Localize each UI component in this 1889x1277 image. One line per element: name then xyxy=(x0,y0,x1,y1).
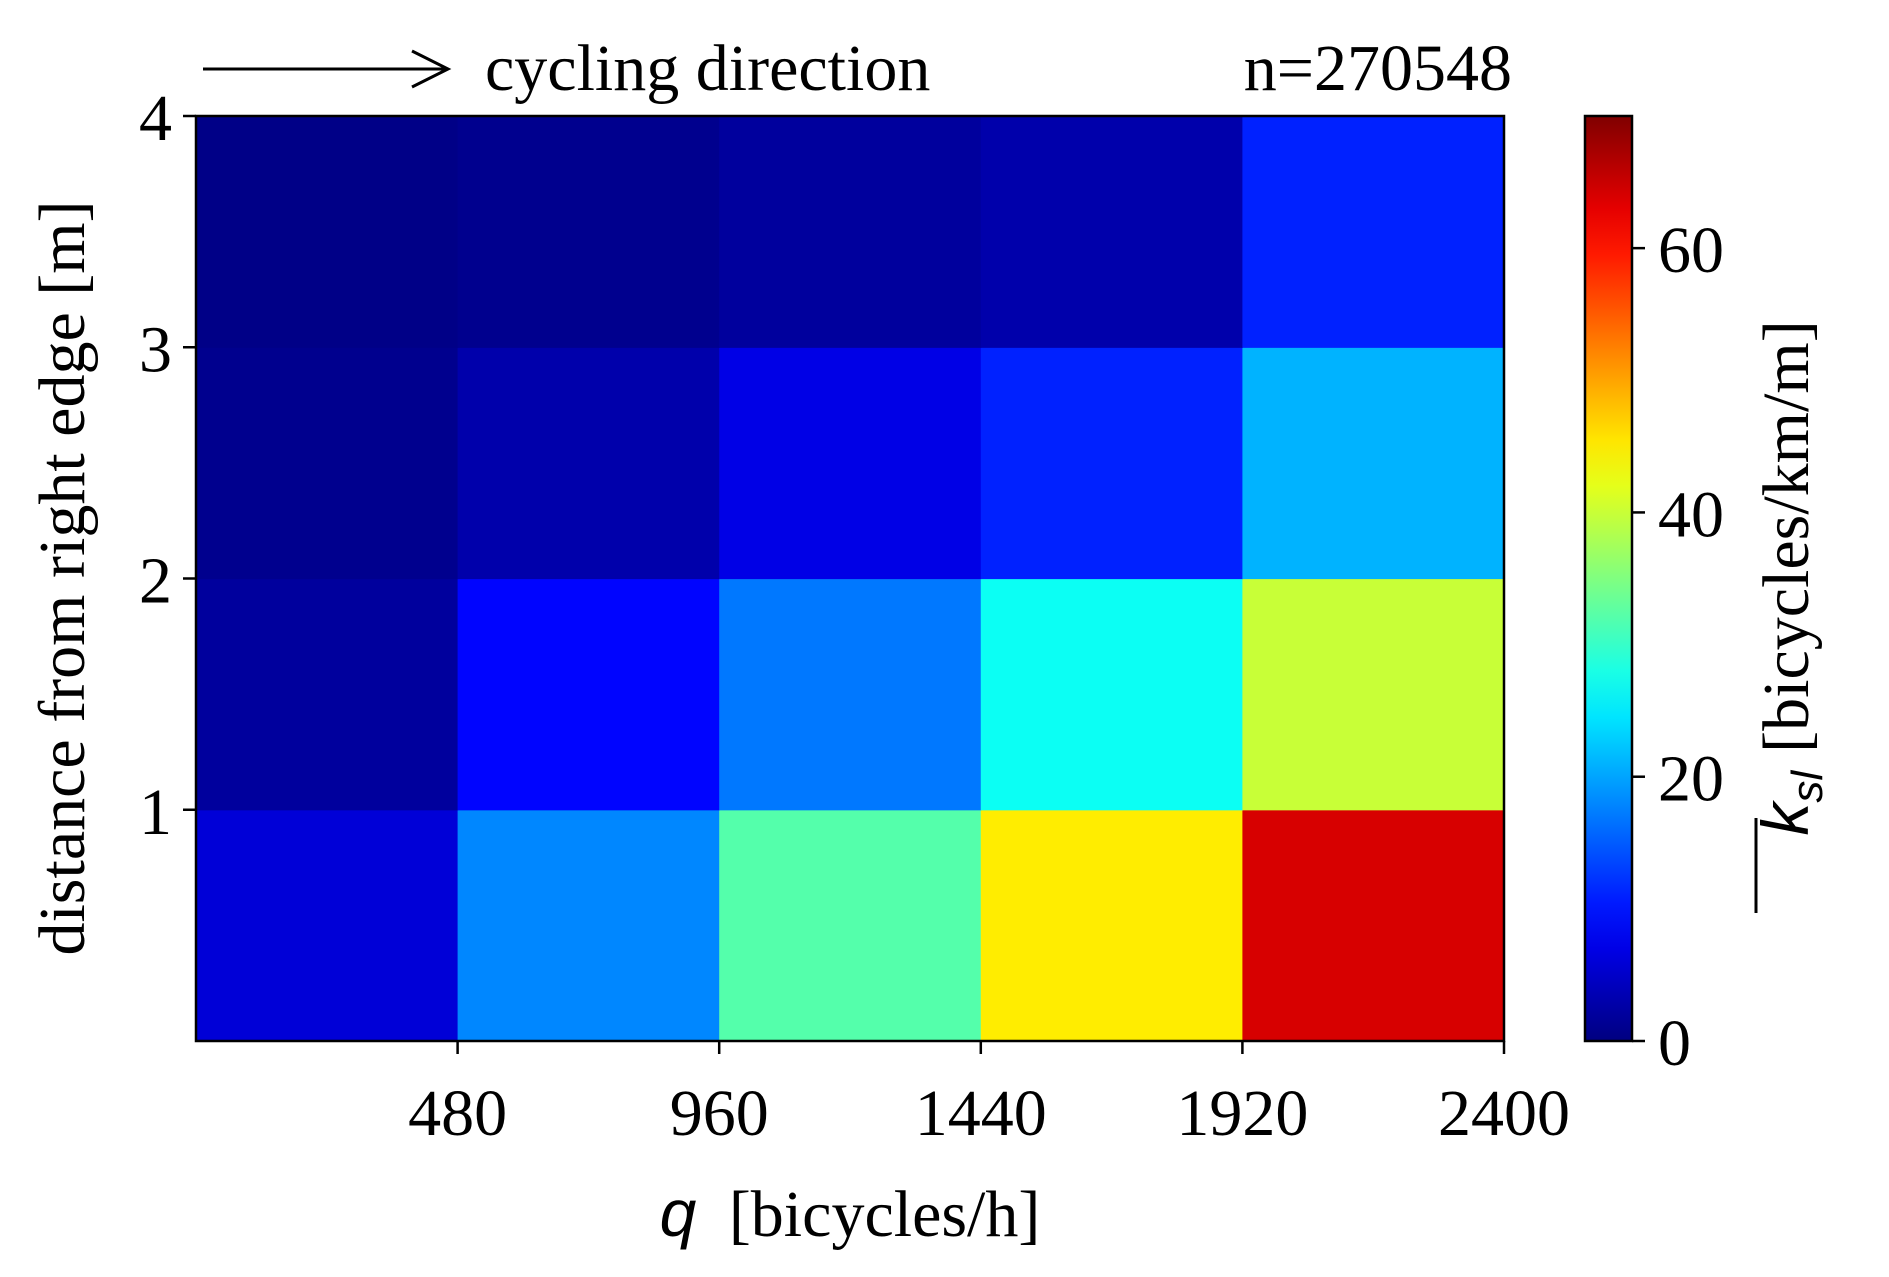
heatmap-cell xyxy=(980,116,1243,348)
heatmap-cell xyxy=(719,347,982,580)
x-axis-ticks: 480 960 1440 1920 2400 xyxy=(408,1041,1570,1150)
x-tick-label: 2400 xyxy=(1438,1077,1570,1150)
heatmap-cell xyxy=(196,578,459,811)
colorbar-tick-label: 20 xyxy=(1658,743,1724,816)
colorbar-tick-label: 40 xyxy=(1658,478,1724,551)
heatmap-cell xyxy=(980,578,1243,811)
x-tick-label: 1440 xyxy=(915,1077,1047,1150)
x-tick-label: 960 xyxy=(670,1077,769,1150)
x-tick-label: 480 xyxy=(408,1077,507,1150)
x-axis-label: q [bicycles/h] xyxy=(660,1176,1041,1251)
colorbar-label-variable: k xyxy=(1748,800,1822,836)
y-tick-label: 2 xyxy=(139,545,172,618)
y-tick-label: 1 xyxy=(139,776,172,849)
heatmap-cells xyxy=(196,116,1505,1042)
heatmap-cell xyxy=(719,116,982,348)
heatmap-cell xyxy=(196,116,459,348)
heatmap-cell xyxy=(457,809,720,1042)
heatmap-cell xyxy=(196,809,459,1042)
heatmap-cell xyxy=(457,116,720,348)
colorbar-tick-label: 0 xyxy=(1658,1007,1691,1080)
colorbar-ticks: 0 20 40 60 xyxy=(1632,214,1724,1080)
x-axis-unit: [bicycles/h] xyxy=(729,1178,1041,1251)
sample-count-label: n=270548 xyxy=(1244,32,1512,105)
colorbar-label: ksl [bicycles/km/m] xyxy=(1748,320,1832,913)
y-axis-ticks: 1 2 3 4 xyxy=(139,82,196,849)
heatmap-cell xyxy=(719,578,982,811)
heatmap-cell xyxy=(1242,809,1505,1042)
colorbar-label-subscript: sl xyxy=(1783,770,1832,803)
colorbar-tick-label: 60 xyxy=(1658,214,1724,287)
header: cycling direction n=270548 xyxy=(203,32,1512,105)
heatmap-cell xyxy=(196,347,459,580)
heatmap-cell xyxy=(1242,116,1505,348)
heatmap-cell xyxy=(980,347,1243,580)
heatmap-cell xyxy=(457,347,720,580)
y-axis-label: distance from right edge [m] xyxy=(26,200,99,955)
heatmap-cell xyxy=(719,809,982,1042)
heatmap-cell xyxy=(457,578,720,811)
colorbar-label-unit: [bicycles/km/m] xyxy=(1750,320,1823,753)
y-tick-label: 3 xyxy=(139,313,172,386)
x-tick-label: 1920 xyxy=(1176,1077,1308,1150)
heatmap-cell xyxy=(1242,347,1505,580)
colorbar-frame xyxy=(1583,114,1634,1043)
heatmap-cell xyxy=(1242,578,1505,811)
right-arrow-icon xyxy=(203,49,452,89)
colorbar-label-text: ksl [bicycles/km/m] xyxy=(1748,320,1832,835)
heatmap-cell xyxy=(980,809,1243,1042)
colorbar-gradient xyxy=(1585,116,1632,1041)
cycling-direction-label: cycling direction xyxy=(485,32,930,105)
y-tick-label: 4 xyxy=(139,82,172,155)
x-axis-variable: q xyxy=(660,1176,697,1250)
